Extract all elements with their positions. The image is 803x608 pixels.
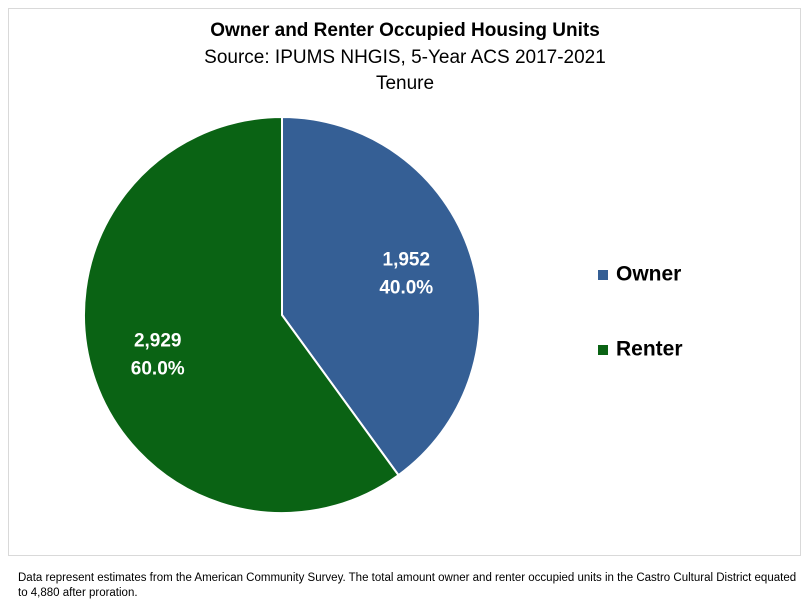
value-label: 1,952 — [383, 250, 431, 271]
footnote: Data represent estimates from the Americ… — [18, 572, 797, 599]
pie-slice — [83, 115, 400, 514]
legend-swatch — [598, 270, 608, 280]
chart-title: Owner and Renter Occupied Housing Units — [210, 20, 600, 41]
chart: Owner and Renter Occupied Housing Units … — [8, 8, 801, 556]
value-label: 2,929 — [134, 330, 182, 351]
pie-slice — [281, 115, 481, 477]
percent-label: 60.0% — [131, 358, 185, 379]
legend-swatch — [598, 345, 608, 355]
chart-subtitle: Source: IPUMS NHGIS, 5-Year ACS 2017-202… — [204, 47, 606, 68]
percent-label: 40.0% — [379, 278, 433, 299]
legend-label: Owner — [616, 263, 681, 286]
series-title: Tenure — [376, 73, 434, 94]
legend-label: Renter — [616, 338, 683, 361]
